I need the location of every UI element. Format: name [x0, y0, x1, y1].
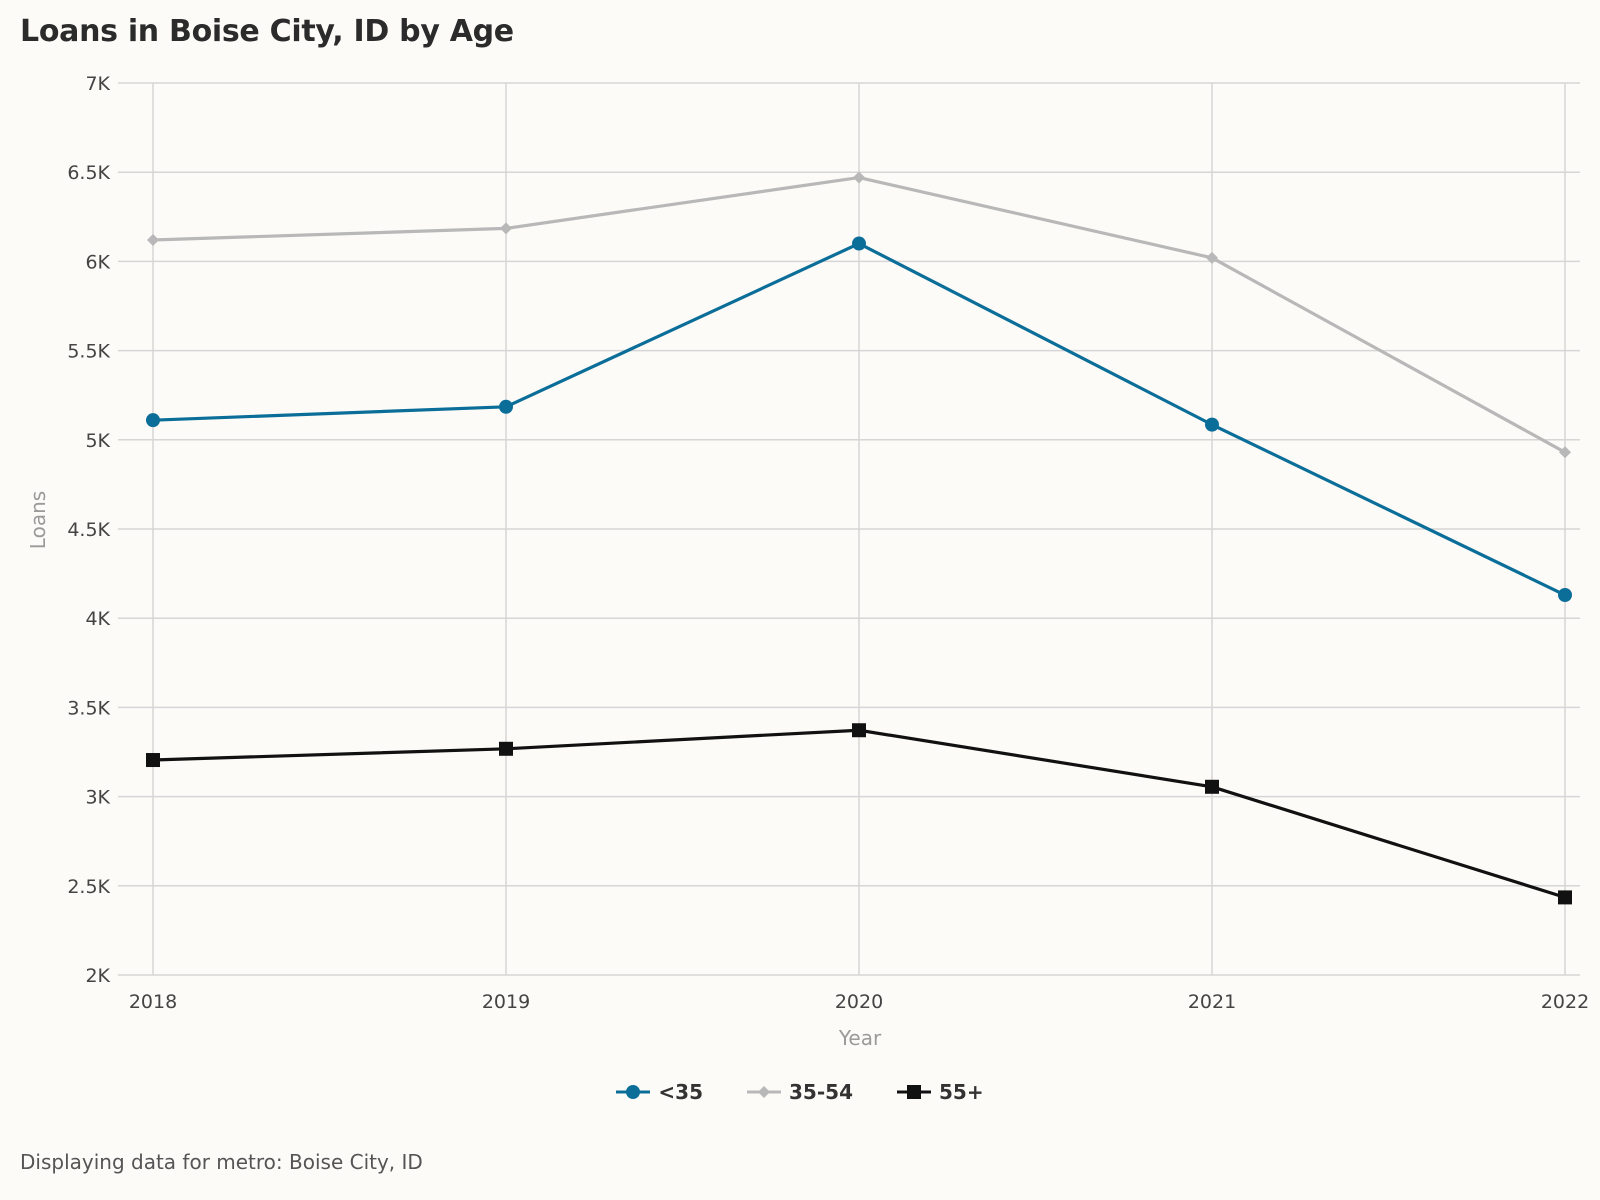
y-tick-label: 2K [85, 965, 110, 987]
data-point[interactable] [500, 222, 512, 235]
legend-label: 35-54 [789, 1080, 853, 1104]
data-point[interactable] [852, 236, 866, 251]
grid-lines [118, 82, 1580, 976]
data-point[interactable] [147, 233, 159, 246]
series-2 [146, 723, 1572, 905]
data-point[interactable] [1205, 779, 1219, 794]
data-point[interactable] [499, 399, 513, 414]
y-tick-label: 7K [85, 73, 110, 95]
data-point[interactable] [146, 413, 160, 428]
y-tick-label: 4.5K [67, 519, 110, 541]
data-point[interactable] [146, 753, 160, 768]
legend-label: <35 [658, 1080, 704, 1104]
legend-swatch [896, 1085, 931, 1099]
series-lines [146, 171, 1572, 905]
data-point[interactable] [853, 171, 865, 184]
y-tick-label: 3.5K [67, 697, 110, 719]
x-tick-label: 2020 [835, 991, 883, 1013]
legend-swatch [747, 1086, 782, 1098]
x-tick-label: 2019 [482, 991, 530, 1013]
y-tick-label: 2.5K [67, 876, 110, 898]
legend-label: 55+ [938, 1080, 984, 1104]
data-point[interactable] [1558, 890, 1572, 905]
y-tick-label: 5.5K [67, 341, 110, 363]
legend-item-0[interactable]: <35 [616, 1080, 703, 1104]
x-tick-label: 2022 [1541, 991, 1589, 1013]
x-tick-label: 2018 [129, 991, 177, 1013]
data-point[interactable] [852, 723, 866, 738]
chart-title: Loans in Boise City, ID by Age [20, 14, 514, 49]
chart-legend: <35 35-54 55+ [0, 1080, 1600, 1104]
y-tick-label: 4K [85, 608, 110, 630]
y-tick-label: 6.5K [67, 162, 110, 184]
data-point[interactable] [1559, 446, 1571, 459]
footnote: Displaying data for metro: Boise City, I… [20, 1150, 423, 1174]
data-point[interactable] [499, 741, 513, 756]
y-tick-label: 5K [85, 430, 110, 452]
axis-labels: 2K 2.5K 3K 3.5K 4K 4.5K 5K 5.5K 6K 6.5K 7K 2018 2019… [67, 73, 1589, 1013]
series-1 [147, 171, 1571, 459]
y-tick-label: 3K [85, 787, 110, 809]
data-point[interactable] [1558, 588, 1572, 603]
legend-item-2[interactable]: 55+ [896, 1080, 984, 1104]
y-tick-label: 6K [85, 251, 110, 273]
legend-swatch [616, 1085, 651, 1099]
data-point[interactable] [1206, 251, 1218, 264]
legend-item-1[interactable]: 35-54 [747, 1080, 853, 1104]
x-axis-title: Year [838, 1026, 882, 1050]
y-axis-title: Loans [26, 491, 50, 549]
data-point[interactable] [1205, 417, 1219, 432]
x-tick-label: 2021 [1188, 991, 1236, 1013]
series-0 [146, 236, 1572, 603]
